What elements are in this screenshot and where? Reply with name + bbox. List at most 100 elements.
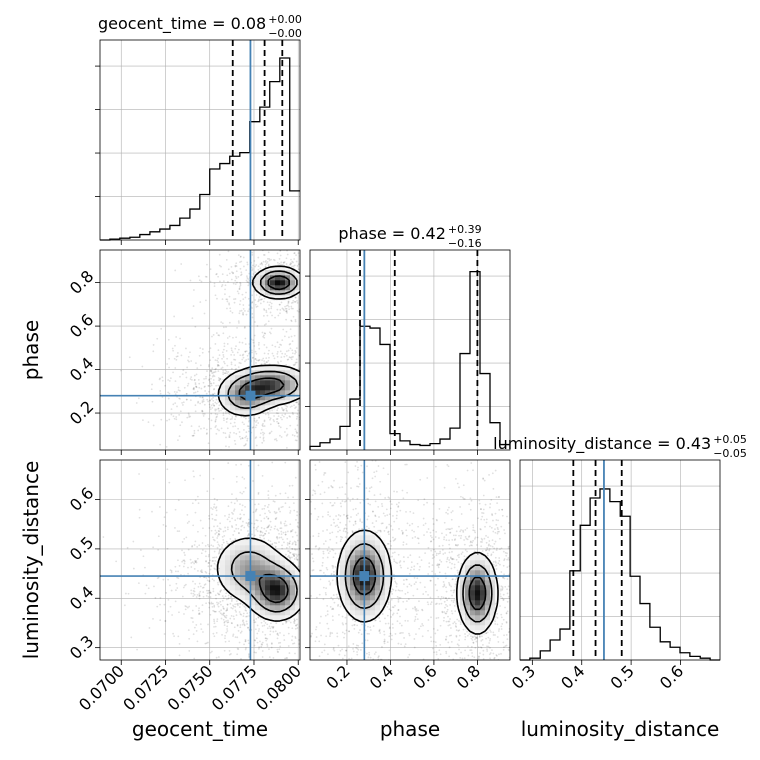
sample-point	[294, 652, 296, 655]
sample-point	[216, 618, 219, 621]
sample-point	[255, 617, 258, 620]
sample-point	[331, 620, 333, 622]
sample-point	[276, 360, 279, 363]
sample-point	[207, 418, 210, 420]
sample-point	[313, 555, 315, 557]
density-cell	[280, 585, 286, 591]
sample-point	[193, 289, 195, 291]
sample-point	[270, 622, 272, 625]
sample-point	[209, 380, 211, 383]
sample-point	[213, 605, 216, 608]
density-cell	[275, 590, 281, 596]
sample-point	[243, 526, 246, 529]
sample-point	[217, 583, 220, 586]
sample-point	[243, 416, 245, 419]
sample-point	[221, 322, 224, 325]
sample-point	[280, 261, 283, 264]
title-minus: −0.00	[268, 27, 302, 40]
density-cell	[235, 590, 241, 596]
sample-point	[379, 393, 381, 395]
sample-point	[200, 427, 202, 430]
sample-point	[307, 271, 309, 273]
sample-point	[329, 368, 331, 370]
sample-point	[231, 526, 234, 529]
sample-point	[289, 416, 291, 418]
sample-point	[238, 286, 241, 288]
sample-point	[311, 394, 313, 396]
sample-point	[315, 291, 317, 293]
sample-point	[287, 302, 290, 305]
sample-point	[195, 385, 198, 388]
sample-point	[246, 615, 249, 618]
sample-point	[310, 282, 312, 284]
sample-point	[245, 279, 248, 282]
sample-point	[245, 350, 248, 353]
sample-point	[181, 560, 184, 563]
sample-point	[251, 268, 254, 270]
density-cell	[265, 615, 271, 621]
sample-point	[235, 600, 238, 602]
sample-point	[280, 506, 283, 509]
sample-point	[461, 393, 463, 395]
sample-point	[210, 544, 213, 547]
sample-point	[225, 421, 228, 423]
sample-point	[277, 407, 279, 410]
sample-point	[247, 297, 250, 300]
density-cell	[230, 550, 236, 556]
sample-point	[326, 388, 328, 390]
sample-point	[313, 636, 315, 638]
density-cell	[230, 590, 236, 596]
sample-point	[269, 332, 272, 335]
density-cell	[275, 560, 281, 566]
sample-point	[302, 611, 304, 613]
sample-point	[244, 296, 247, 299]
sample-point	[332, 412, 334, 414]
sample-point	[266, 623, 269, 626]
sample-point	[313, 331, 315, 333]
sample-point	[283, 541, 285, 544]
sample-point	[307, 394, 309, 396]
sample-point	[194, 582, 197, 585]
sample-point	[254, 628, 257, 631]
sample-point	[183, 386, 186, 389]
sample-point	[177, 559, 179, 562]
sample-point	[325, 292, 327, 294]
density-cell	[225, 395, 231, 401]
sample-point	[267, 539, 270, 542]
sample-point	[294, 531, 297, 534]
sample-point	[185, 536, 188, 539]
sample-point	[235, 497, 238, 500]
sample-point	[328, 566, 330, 568]
sample-point	[308, 547, 310, 549]
sample-point	[277, 412, 279, 415]
sample-point	[201, 610, 204, 613]
sample-point	[265, 473, 267, 475]
sample-point	[261, 440, 263, 442]
density-cells	[220, 265, 300, 416]
sample-point	[225, 326, 227, 329]
sample-point	[339, 276, 341, 278]
sample-point	[284, 533, 287, 536]
sample-point	[301, 352, 303, 354]
sample-point	[215, 597, 217, 600]
sample-point	[320, 552, 322, 554]
sample-point	[305, 538, 307, 540]
sample-point	[264, 532, 267, 535]
sample-point	[241, 524, 244, 527]
sample-point	[169, 605, 172, 608]
sample-point	[215, 506, 218, 508]
sample-point	[288, 542, 291, 545]
sample-point	[314, 551, 316, 553]
sample-point	[330, 292, 332, 294]
sample-point	[305, 436, 307, 438]
sample-point	[330, 409, 332, 411]
sample-point	[222, 431, 225, 434]
sample-point	[307, 291, 309, 293]
sample-point	[381, 375, 383, 377]
sample-point	[312, 291, 314, 293]
sample-point	[245, 358, 248, 361]
sample-point	[207, 365, 210, 368]
sample-point	[325, 414, 327, 416]
sample-point	[263, 352, 266, 355]
sample-point	[268, 677, 270, 679]
